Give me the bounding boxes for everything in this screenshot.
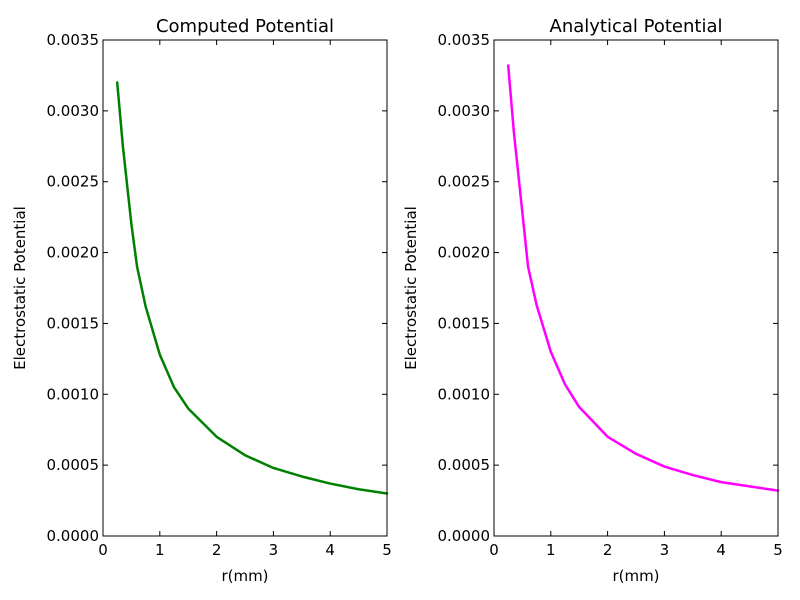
y-tick-label: 0.0000 [438,527,491,545]
data-line [506,64,780,492]
x-tick-label: 5 [773,541,783,559]
y-tick-label: 0.0020 [438,244,491,262]
y-tick-label: 0.0025 [438,173,491,191]
x-tick-label: 1 [546,541,556,559]
y-tick-label: 0.0030 [438,102,491,120]
plot-frame [102,39,388,537]
x-tick-label: 4 [325,541,335,559]
x-tick-label: 2 [212,541,222,559]
y-tick-label: 0.0030 [47,102,100,120]
y-tick-label: 0.0010 [47,385,100,403]
y-tick-label: 0.0005 [47,456,100,474]
y-tick-label: 0.0015 [47,314,100,332]
chart-panel-1: 0 1 2 3 4 5 0.0000 0.0005 0.0010 0.0015 0.0020 0.00… [11,16,392,585]
x-tick-label: 2 [603,541,613,559]
x-tick-label: 5 [382,541,392,559]
y-axis-label: Electrostatic Potential [11,206,29,370]
y-tick-label: 0.0015 [438,314,491,332]
x-axis-label: r(mm) [221,567,268,585]
y-axis-label: Electrostatic Potential [402,206,420,370]
x-tick-label: 1 [155,541,165,559]
x-tick-label: 3 [269,541,279,559]
y-tick-label: 0.0000 [47,527,100,545]
y-tick-label: 0.0035 [47,31,100,49]
x-tick-label: 0 [98,541,108,559]
data-line [115,81,389,495]
chart-title: Computed Potential [156,16,334,37]
x-tick-label: 0 [489,541,499,559]
x-tick-label: 3 [660,541,670,559]
plot-frame [493,39,779,537]
x-axis-label: r(mm) [612,567,659,585]
y-tick-label: 0.0025 [47,173,100,191]
y-tick-label: 0.0020 [47,244,100,262]
chart-title: Analytical Potential [550,16,723,37]
x-tick-label: 4 [716,541,726,559]
chart-panel-2: 0 1 2 3 4 5 0.0000 0.0005 0.0010 0.0015 0.0020 0.00… [402,16,783,585]
y-tick-label: 0.0035 [438,31,491,49]
y-tick-label: 0.0010 [438,385,491,403]
y-tick-label: 0.0005 [438,456,491,474]
